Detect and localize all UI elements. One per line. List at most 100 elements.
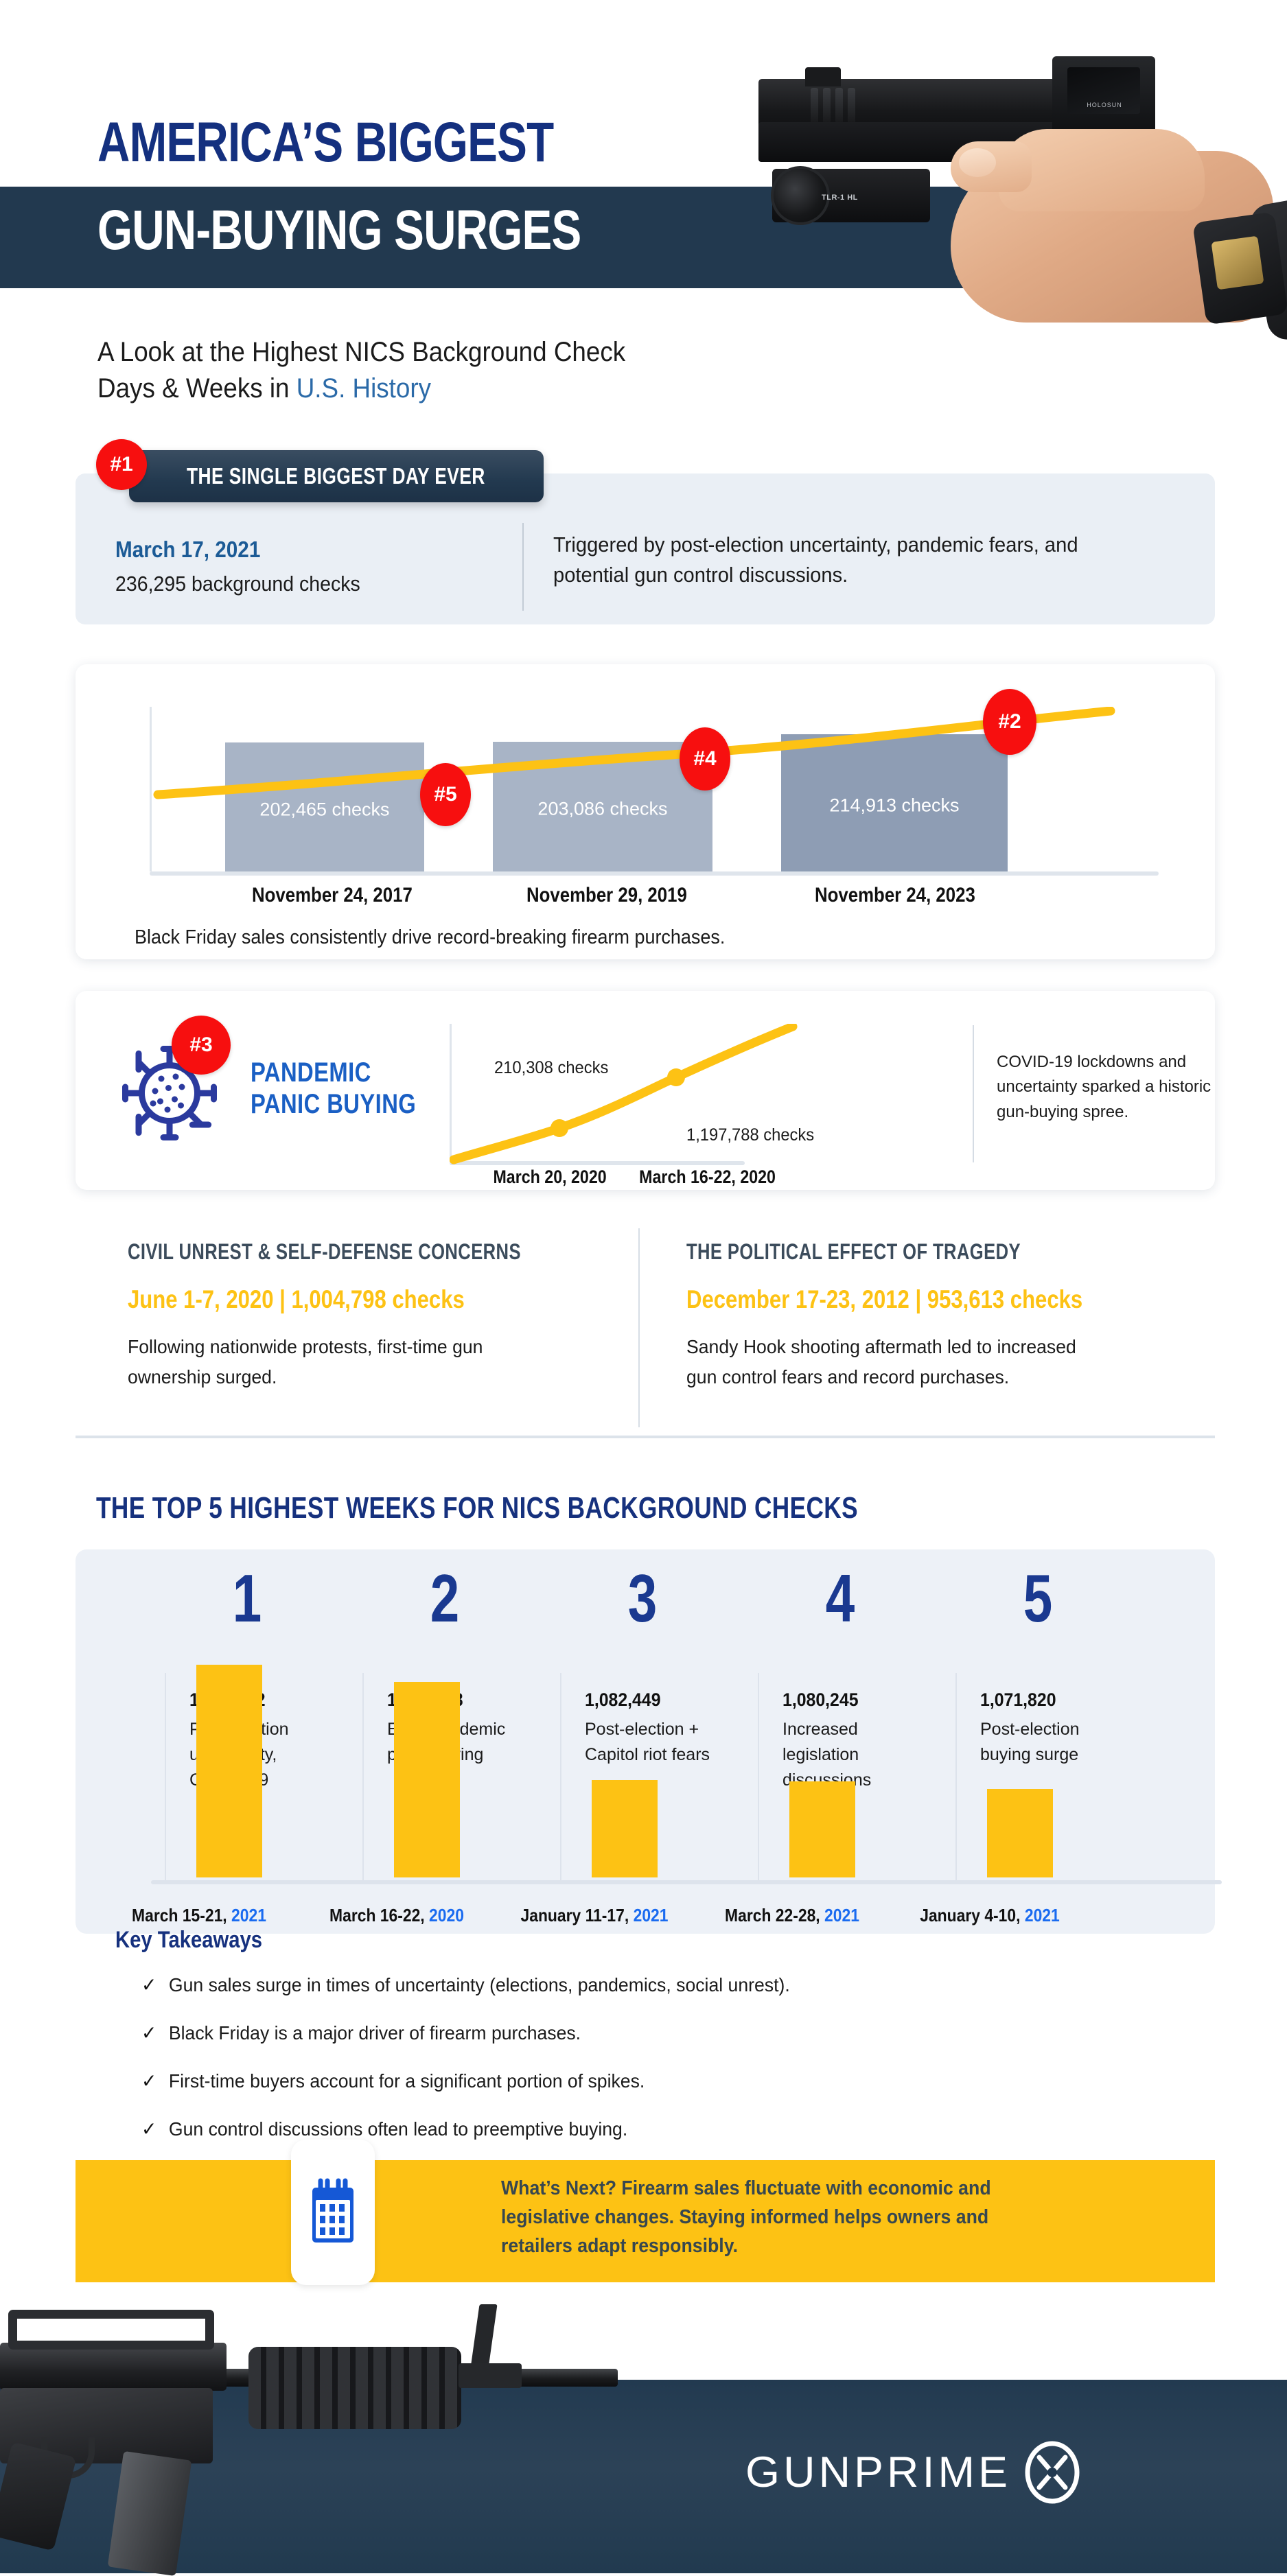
takeaway-item: ✓ Black Friday is a major driver of firea…	[141, 2022, 1054, 2044]
top5-date-year: 2021	[824, 1905, 859, 1925]
chart-x-axis	[150, 871, 1159, 876]
x-label-2019: November 29, 2019	[526, 884, 687, 906]
civil-unrest-body: Following nationwide protests, first-tim…	[128, 1336, 483, 1387]
top5-columns: 1 1,218,002 Post-election uncertainty, C…	[165, 1565, 1208, 1908]
footer-logo[interactable]: GUNPRIME	[745, 2441, 1080, 2504]
black-friday-trend-line	[153, 707, 1115, 799]
page-title-line1: AMERICA’S BIGGEST	[97, 111, 554, 174]
takeaway-text: Gun control discussions often lead to pr…	[168, 2118, 628, 2140]
column-civil-unrest: CIVIL UNREST & SELF-DEFENSE CONCERNS Jun…	[128, 1239, 670, 1392]
top5-date-prefix: March 16-22,	[329, 1905, 425, 1925]
biggest-day-ribbon-label: THE SINGLE BIGGEST DAY EVER	[187, 463, 485, 489]
top5-description: Post-election + Capitol riot fears	[585, 1720, 710, 1764]
pandemic-line	[450, 1024, 798, 1164]
takeaway-item: ✓ First-time buyers account for a signifi…	[141, 2070, 1054, 2092]
top5-rank: 2	[430, 1560, 460, 1636]
calendar-icon-box	[291, 2140, 375, 2285]
pandemic-x-axis	[450, 1161, 745, 1165]
x-label-2017: November 24, 2017	[252, 884, 413, 906]
rank-badge-3: #3	[172, 1016, 231, 1075]
top5-date-prefix: March 15-21,	[132, 1905, 227, 1925]
political-effect-body: Sandy Hook shooting aftermath led to inc…	[686, 1336, 1076, 1387]
bar-label-2023: 214,913 checks	[829, 795, 960, 816]
top5-date-year: 2021	[1024, 1905, 1060, 1925]
takeaway-text: First-time buyers account for a signific…	[168, 2070, 645, 2092]
check-icon: ✓	[141, 2022, 157, 2044]
top5-date-prefix: March 22-28,	[725, 1905, 820, 1925]
subtitle-line2: Days & Weeks in	[97, 373, 297, 404]
political-effect-stat: December 17-23, 2012 | 953,613 checks	[686, 1285, 1083, 1313]
top5-date-year: 2021	[633, 1905, 669, 1925]
page-title-line2: GUN-BUYING SURGES	[97, 199, 581, 261]
top5-column: 5 1,071,820 Post-election buying surge	[955, 1565, 1164, 1908]
top5-column: 2 1,197,788 Early pandemic panic buying	[362, 1565, 571, 1908]
section-divider	[76, 1436, 1215, 1438]
top5-date-label: March 16-22, 2020	[306, 1905, 487, 1926]
top5-axis	[151, 1880, 1222, 1884]
biggest-day-divider	[522, 523, 524, 611]
x-label-2023: November 24, 2023	[815, 884, 975, 906]
pandemic-x-labels: March 20, 2020 March 16-22, 2020	[436, 1167, 848, 1194]
top5-value: 1,071,820	[980, 1689, 1056, 1710]
page-subtitle: A Look at the Highest NICS Background Ch…	[97, 334, 761, 407]
top5-bar	[196, 1665, 262, 1877]
rank-badge-4: #4	[680, 727, 730, 791]
whats-next-banner	[76, 2160, 1215, 2282]
rifle-photo	[0, 2300, 673, 2576]
top5-date-label: March 15-21, 2021	[108, 1905, 290, 1926]
takeaway-text: Black Friday is a major driver of firear…	[168, 2022, 581, 2044]
check-icon: ✓	[141, 1974, 157, 1995]
two-column-section: CIVIL UNREST & SELF-DEFENSE CONCERNS Jun…	[0, 1228, 1287, 1441]
bar-2017: 202,465 checks	[225, 742, 424, 871]
political-effect-heading: THE POLITICAL EFFECT OF TRAGEDY	[686, 1239, 1021, 1264]
key-takeaways-title: Key Takeaways	[115, 1927, 263, 1953]
top5-value: 1,082,449	[585, 1689, 661, 1710]
bar-label-2019: 203,086 checks	[537, 798, 668, 819]
top5-bar	[394, 1682, 460, 1877]
top5-column: 4 1,080,245 Increased legislation discus…	[758, 1565, 966, 1908]
gunprime-crosshair-icon	[1025, 2441, 1080, 2504]
pandemic-point-label-1: 210,308 checks	[494, 1058, 609, 1077]
pandemic-point-label-2: 1,197,788 checks	[686, 1125, 815, 1145]
top5-rank: 3	[627, 1560, 658, 1636]
pandemic-divider	[973, 1025, 974, 1162]
pandemic-title-line1: PANDEMIC	[251, 1057, 371, 1088]
rank-badge-2: #2	[983, 689, 1036, 755]
top5-description: Post-election buying surge	[980, 1720, 1080, 1764]
bar-2023: 214,913 checks	[781, 734, 1008, 871]
top5-rank: 4	[825, 1560, 855, 1636]
top5-title: THE TOP 5 HIGHEST WEEKS FOR NICS BACKGRO…	[96, 1491, 858, 1525]
subtitle-link[interactable]: U.S. History	[296, 373, 432, 404]
optic-brand-label: HOLOSUN	[1087, 102, 1122, 108]
pandemic-title: PANDEMIC PANIC BUYING	[251, 1057, 416, 1121]
biggest-day-description: Triggered by post-election uncertainty, …	[553, 532, 1078, 587]
subtitle-line1: A Look at the Highest NICS Background Ch…	[97, 337, 626, 367]
top5-date-year: 2021	[231, 1905, 266, 1925]
pandemic-x-label-2: March 16-22, 2020	[639, 1167, 776, 1187]
pandemic-title-line2: PANIC BUYING	[251, 1089, 417, 1120]
bar-label-2017: 202,465 checks	[259, 799, 390, 820]
top5-rank: 1	[232, 1560, 262, 1636]
civil-unrest-heading: CIVIL UNREST & SELF-DEFENSE CONCERNS	[128, 1239, 521, 1264]
brand-name: GUNPRIME	[745, 2448, 1012, 2496]
pandemic-description: COVID-19 lockdowns and uncertainty spark…	[997, 1053, 1211, 1121]
two-column-divider	[638, 1228, 640, 1427]
pistol-photo: HOLOSUN TLR-1 HL	[745, 14, 1287, 343]
top5-date-label: March 22-28, 2021	[702, 1905, 883, 1926]
top5-date-prefix: January 4-10,	[920, 1905, 1021, 1925]
whats-next-text: What’s Next? Firearm sales fluctuate wit…	[501, 2177, 991, 2258]
top5-bar	[592, 1780, 658, 1877]
civil-unrest-stat: June 1-7, 2020 | 1,004,798 checks	[128, 1285, 465, 1313]
biggest-day-date: March 17, 2021	[115, 537, 261, 562]
black-friday-chart: 202,465 checks 203,086 checks 214,913 ch…	[150, 707, 1159, 876]
rank-badge-1: #1	[96, 439, 147, 490]
calendar-icon	[312, 2178, 353, 2243]
footer	[0, 2380, 1287, 2573]
chart-y-axis	[150, 707, 152, 871]
top5-date-label: January 11-17, 2021	[504, 1905, 685, 1926]
biggest-day-ribbon: THE SINGLE BIGGEST DAY EVER	[129, 450, 544, 502]
pandemic-y-axis	[450, 1024, 452, 1161]
biggest-day-checks: 236,295 background checks	[115, 572, 360, 596]
header: HOLOSUN TLR-1 HL AMERICA’S BIGGEST GUN-B…	[0, 0, 1287, 343]
